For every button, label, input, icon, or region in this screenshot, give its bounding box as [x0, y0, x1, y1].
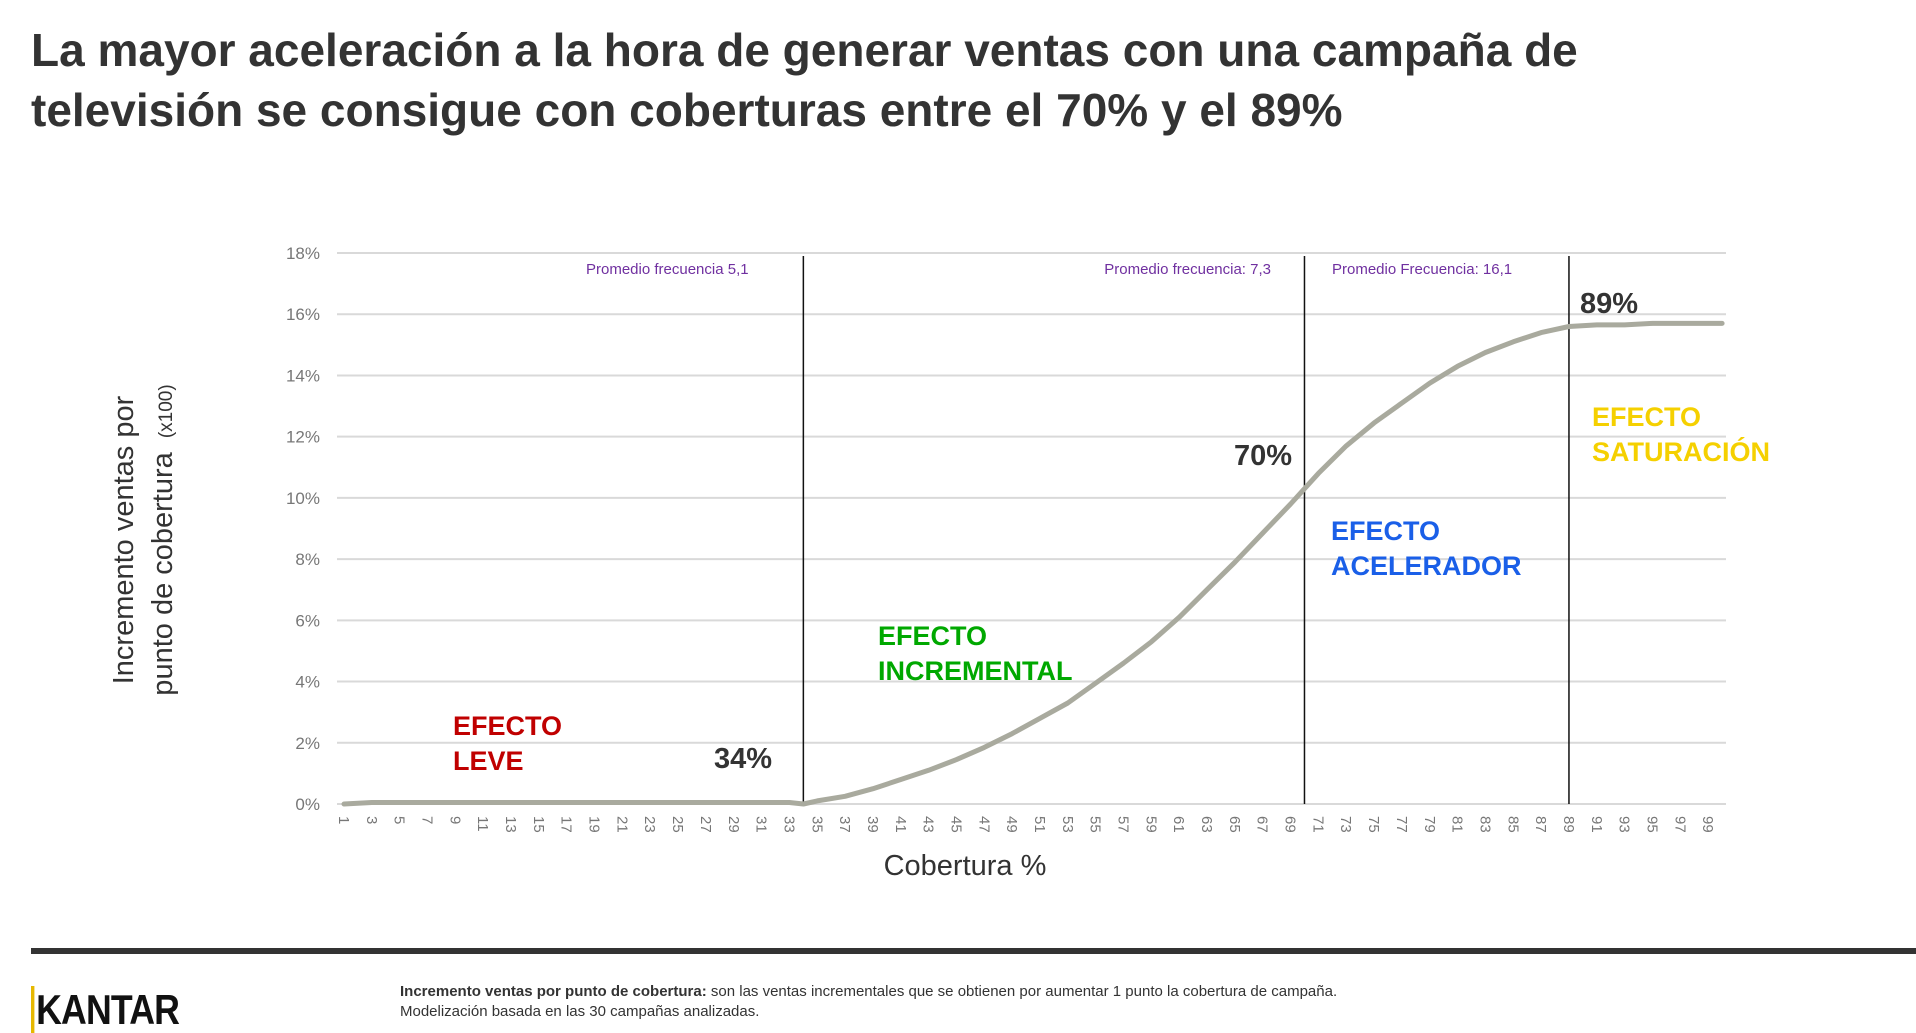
x-tick-label: 71 — [1309, 816, 1326, 833]
y-axis-title-main: punto de cobertura — [147, 451, 179, 695]
x-tick-label: 29 — [725, 816, 742, 833]
annotation-freq-1: Promedio frecuencia 5,1 — [586, 261, 749, 278]
x-tick-label: 23 — [641, 816, 658, 833]
x-tick-label: 17 — [558, 816, 575, 833]
x-tick-label: 51 — [1031, 816, 1048, 833]
effect-leve-line-1: EFECTO — [453, 711, 562, 741]
y-tick-label: 4% — [295, 673, 320, 692]
footnote-term: Incremento ventas por punto de cobertura… — [400, 983, 707, 1000]
x-tick-label: 87 — [1532, 816, 1549, 833]
effect-incremental-line-2: INCREMENTAL — [878, 656, 1072, 686]
x-tick-label: 21 — [613, 816, 630, 833]
effect-acelerador-label: EFECTO ACELERADOR — [1331, 516, 1522, 581]
effect-incremental-label: EFECTO INCREMENTAL — [878, 621, 1072, 686]
x-tick-label: 65 — [1226, 816, 1243, 833]
title-line-1: La mayor aceleración a la hora de genera… — [31, 24, 1578, 76]
marker-label-34: 34% — [714, 743, 772, 775]
footnote-line-2: Modelización basada en las 30 campañas a… — [400, 1003, 760, 1020]
y-tick-label: 18% — [286, 244, 320, 263]
x-tick-label: 13 — [502, 816, 519, 833]
y-tick-label: 16% — [286, 305, 320, 324]
x-tick-label: 57 — [1115, 816, 1132, 833]
y-tick-label: 6% — [295, 611, 320, 630]
marker-label-70: 70% — [1234, 440, 1292, 472]
x-tick-label: 9 — [446, 816, 463, 824]
x-tick-label: 93 — [1616, 816, 1633, 833]
y-axis-title-line-2: punto de cobertura (x100) — [147, 384, 179, 695]
x-tick-label: 25 — [669, 816, 686, 833]
x-tick-label: 1 — [335, 816, 352, 824]
x-tick-label: 7 — [419, 816, 436, 824]
y-tick-label: 8% — [295, 550, 320, 569]
effect-saturacion-line-2: SATURACIÓN — [1592, 436, 1770, 467]
x-tick-label: 53 — [1059, 816, 1076, 833]
y-tick-label: 2% — [295, 734, 320, 753]
title-line-2: televisión se consigue con coberturas en… — [31, 84, 1343, 136]
y-tick-label: 10% — [286, 489, 320, 508]
x-tick-label: 75 — [1365, 816, 1382, 833]
y-axis-title-suffix: (x100) — [156, 384, 177, 438]
effect-acelerador-line-2: ACELERADOR — [1331, 551, 1522, 581]
x-axis-title: Cobertura % — [884, 850, 1047, 882]
marker-label-89: 89% — [1580, 288, 1638, 320]
effect-saturacion-label: EFECTO SATURACIÓN — [1592, 402, 1770, 467]
x-tick-label: 77 — [1393, 816, 1410, 833]
x-tick-label: 81 — [1449, 816, 1466, 833]
x-tick-label: 35 — [808, 816, 825, 833]
annotation-freq-3: Promedio Frecuencia: 16,1 — [1332, 261, 1512, 278]
y-axis-title: Incremento ventas por punto de cobertura… — [108, 384, 179, 695]
x-tick-label: 85 — [1504, 816, 1521, 833]
effect-incremental-line-1: EFECTO — [878, 621, 987, 651]
x-tick-label: 33 — [780, 816, 797, 833]
x-tick-label: 5 — [391, 816, 408, 824]
x-tick-label: 83 — [1476, 816, 1493, 833]
annotation-freq-2: Promedio frecuencia: 7,3 — [1104, 261, 1271, 278]
x-tick-label: 55 — [1087, 816, 1104, 833]
x-tick-label: 41 — [892, 816, 909, 833]
x-tick-label: 99 — [1699, 816, 1716, 833]
x-tick-label: 91 — [1588, 816, 1605, 833]
x-tick-label: 73 — [1337, 816, 1354, 833]
footnote: Incremento ventas por punto de cobertura… — [400, 982, 1337, 1022]
y-tick-label: 14% — [286, 366, 320, 385]
y-tick-label: 12% — [286, 428, 320, 447]
x-tick-label: 39 — [864, 816, 881, 833]
page-title: La mayor aceleración a la hora de genera… — [31, 20, 1891, 140]
x-tick-label: 19 — [586, 816, 603, 833]
footnote-definition: son las ventas incrementales que se obti… — [706, 983, 1338, 1000]
x-tick-label: 95 — [1643, 816, 1660, 833]
x-tick-label: 63 — [1198, 816, 1215, 833]
x-tick-label: 3 — [363, 816, 380, 824]
x-tick-label: 27 — [697, 816, 714, 833]
x-tick-label: 15 — [530, 816, 547, 833]
x-tick-label: 31 — [753, 816, 770, 833]
x-tick-label: 79 — [1421, 816, 1438, 833]
sales-increment-curve — [341, 320, 1725, 807]
effect-leve-line-2: LEVE — [453, 746, 524, 776]
x-tick-label: 97 — [1671, 816, 1688, 833]
x-tick-label: 37 — [836, 816, 853, 833]
kantar-logo: KANTAR — [31, 986, 180, 1033]
effect-leve-label: EFECTO LEVE — [453, 711, 562, 776]
x-tick-label: 45 — [947, 816, 964, 833]
x-tick-label: 67 — [1254, 816, 1271, 833]
x-tick-label: 61 — [1170, 816, 1187, 833]
footer-divider — [31, 948, 1916, 954]
effect-acelerador-line-1: EFECTO — [1331, 516, 1440, 546]
y-tick-label: 0% — [295, 795, 320, 814]
y-axis-title-line-1: Incremento ventas por — [108, 395, 140, 684]
x-tick-label: 59 — [1142, 816, 1159, 833]
effect-saturacion-line-1: EFECTO — [1592, 402, 1701, 432]
x-tick-label: 43 — [920, 816, 937, 833]
x-tick-label: 49 — [1003, 816, 1020, 833]
x-tick-label: 47 — [975, 816, 992, 833]
x-tick-label: 89 — [1560, 816, 1577, 833]
x-tick-label: 69 — [1282, 816, 1299, 833]
kantar-logo-text: KANTAR — [31, 986, 180, 1033]
x-tick-label: 11 — [474, 816, 491, 832]
